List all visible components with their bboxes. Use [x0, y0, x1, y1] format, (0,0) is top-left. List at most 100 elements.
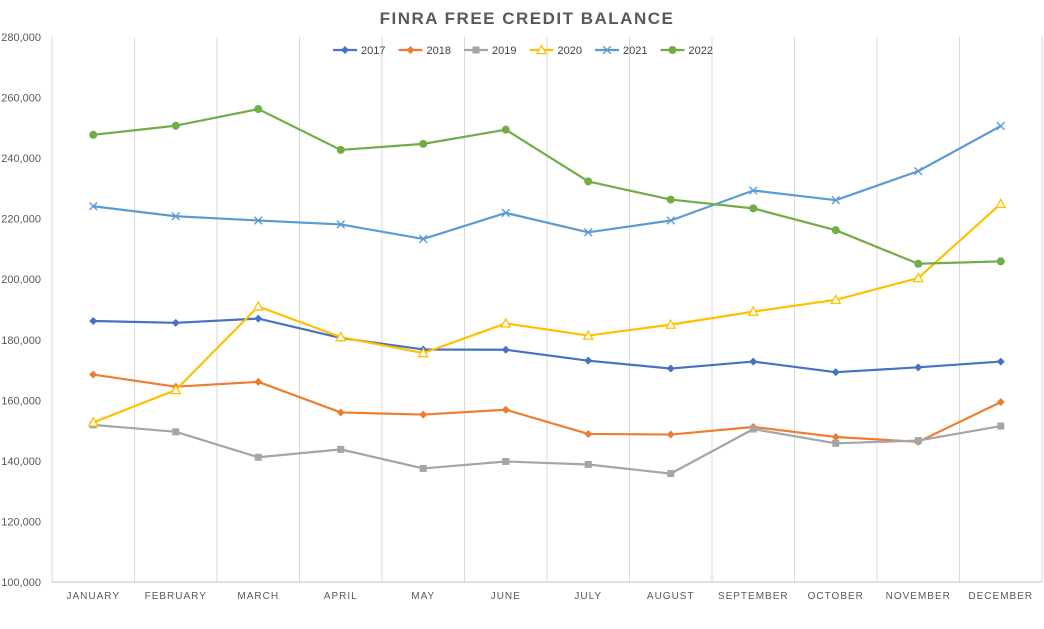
y-tick-label: 220,000: [1, 214, 41, 226]
data-point: [501, 405, 510, 414]
legend-item-2020: 2020: [529, 44, 582, 57]
legend-item-2021: 2021: [595, 45, 647, 57]
x-tick-label: AUGUST: [647, 591, 695, 602]
data-point: [996, 398, 1005, 407]
legend-item-2019: 2019: [464, 45, 516, 57]
x-tick-label: MARCH: [237, 591, 279, 602]
data-point: [748, 186, 758, 195]
data-point: [666, 430, 675, 439]
data-point: [584, 429, 593, 438]
data-point: [583, 227, 593, 237]
x-tick-label: APRIL: [324, 591, 358, 602]
data-point: [914, 259, 923, 268]
data-point: [747, 305, 759, 316]
y-tick-label: 140,000: [1, 456, 41, 468]
data-point: [89, 370, 98, 379]
data-point: [337, 445, 345, 453]
data-point: [336, 408, 345, 417]
series-lines: [87, 105, 1007, 478]
data-point: [501, 345, 510, 354]
x-tick-label: JULY: [574, 591, 602, 602]
data-point: [341, 46, 349, 54]
data-point: [500, 317, 512, 328]
data-point: [406, 46, 415, 54]
data-point: [666, 364, 675, 373]
data-point: [996, 257, 1005, 266]
data-point: [417, 347, 429, 358]
data-point: [749, 204, 758, 213]
series-2021: [88, 121, 1006, 244]
data-point: [831, 368, 840, 377]
data-point: [335, 331, 347, 342]
x-tick-label: MAY: [411, 591, 435, 602]
data-point: [254, 377, 263, 386]
series-line: [92, 203, 1002, 424]
legend-label: 2017: [361, 45, 385, 57]
data-point: [667, 470, 675, 478]
data-point: [171, 121, 180, 130]
series-line: [93, 125, 1002, 241]
data-point: [501, 208, 511, 218]
data-point: [172, 428, 180, 436]
series-2020: [87, 197, 1007, 427]
y-tick-label: 280,000: [1, 32, 41, 44]
series-line: [93, 107, 1001, 265]
data-point: [419, 464, 427, 472]
data-point: [913, 166, 923, 176]
data-point: [336, 220, 346, 229]
x-tick-label: JANUARY: [67, 591, 121, 602]
data-point: [832, 439, 840, 447]
data-point: [584, 356, 593, 365]
y-tick-label: 120,000: [1, 516, 41, 528]
data-point: [584, 461, 592, 469]
data-point: [749, 425, 757, 433]
data-point: [914, 363, 923, 372]
y-tick-label: 260,000: [1, 93, 41, 105]
data-point: [997, 422, 1005, 430]
data-point: [418, 234, 428, 244]
series-2022: [89, 105, 1005, 268]
y-tick-label: 100,000: [1, 577, 41, 589]
data-point: [749, 357, 758, 366]
data-point: [336, 145, 345, 154]
legend-item-2017: 2017: [333, 45, 385, 57]
legend-label: 2019: [492, 45, 516, 57]
data-point: [666, 195, 675, 204]
data-point: [253, 216, 263, 225]
data-point: [830, 293, 842, 305]
data-point: [171, 318, 180, 327]
data-point: [501, 125, 510, 134]
series-2019: [89, 421, 1005, 478]
x-tick-label: OCTOBER: [808, 591, 864, 602]
data-point: [254, 453, 262, 461]
data-point: [87, 416, 99, 427]
axes: 100,000 120,000 140,000 160,000 180,000 200,0…: [1, 32, 1042, 602]
data-point: [502, 457, 510, 465]
data-point: [252, 300, 264, 311]
y-tick-label: 180,000: [1, 335, 41, 347]
data-point: [831, 226, 840, 235]
data-point: [912, 272, 924, 283]
y-tick-label: 200,000: [1, 274, 41, 286]
legend-label: 2022: [689, 45, 713, 57]
data-point: [914, 437, 922, 445]
data-point: [419, 139, 428, 148]
chart-title: FINRA FREE CREDIT BALANCE: [380, 9, 675, 28]
x-tick-label: NOVEMBER: [886, 591, 951, 602]
data-point: [170, 384, 182, 395]
x-tick-label: FEBRUARY: [145, 591, 207, 602]
legend-label: 2021: [623, 45, 647, 57]
data-point: [419, 410, 428, 419]
data-point: [666, 216, 676, 225]
data-point: [254, 314, 263, 323]
data-point: [472, 46, 480, 54]
x-tick-label: DECEMBER: [968, 591, 1033, 602]
data-point: [668, 46, 677, 54]
data-point: [88, 201, 98, 211]
legend-label: 2020: [558, 45, 582, 57]
series-line: [93, 373, 1002, 443]
data-point: [831, 195, 841, 205]
data-point: [996, 357, 1005, 366]
